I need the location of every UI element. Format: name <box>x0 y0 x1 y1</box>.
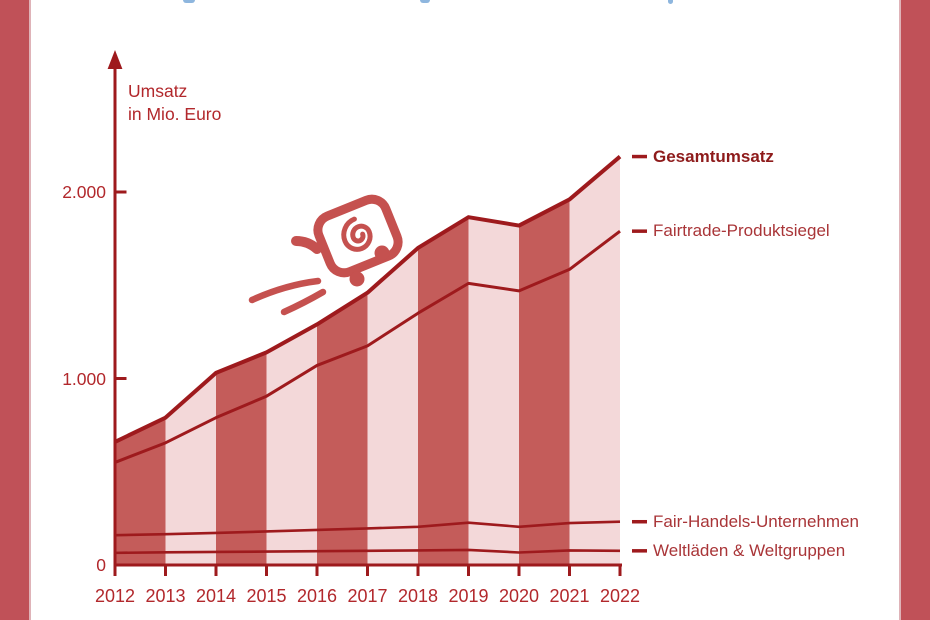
legend-dash-marks <box>632 157 647 551</box>
infographic-canvas: Umsatz in Mio. Euro 01.0002.000 20122013… <box>0 0 930 620</box>
y-axis-title-line1: Umsatz <box>128 80 221 103</box>
page-border-left <box>0 0 31 620</box>
y-axis-title-line2: in Mio. Euro <box>128 103 221 126</box>
year-band <box>570 157 621 565</box>
y-tick-label: 0 <box>36 554 106 576</box>
y-axis-arrowhead <box>108 50 123 69</box>
y-tick-label: 1.000 <box>36 368 106 390</box>
year-band <box>317 293 368 565</box>
cart-basket <box>313 195 402 278</box>
legend-label-fair-handels-unternehmen: Fair-Handels-Unternehmen <box>653 511 859 533</box>
cart-wheel <box>350 272 365 287</box>
year-band <box>418 217 469 565</box>
y-axis-title: Umsatz in Mio. Euro <box>128 80 221 126</box>
year-band <box>469 217 520 565</box>
x-tick-label: 2022 <box>590 586 650 606</box>
year-band <box>368 248 419 565</box>
cart-handle <box>296 241 317 249</box>
legend-label-fairtrade-produktsiegel: Fairtrade-Produktsiegel <box>653 220 830 242</box>
cart-wheel <box>375 246 390 261</box>
year-band <box>519 199 570 565</box>
chart-bands <box>115 157 620 565</box>
cart-spiral <box>339 216 374 254</box>
page-border-right <box>899 0 930 620</box>
year-band <box>166 373 217 565</box>
legend-label-weltlaeden-weltgruppen: Weltläden & Weltgruppen <box>653 540 845 562</box>
cart-speed-line <box>284 292 323 312</box>
legend-label-gesamtumsatz: Gesamtumsatz <box>653 146 774 168</box>
y-tick-label: 2.000 <box>36 181 106 203</box>
